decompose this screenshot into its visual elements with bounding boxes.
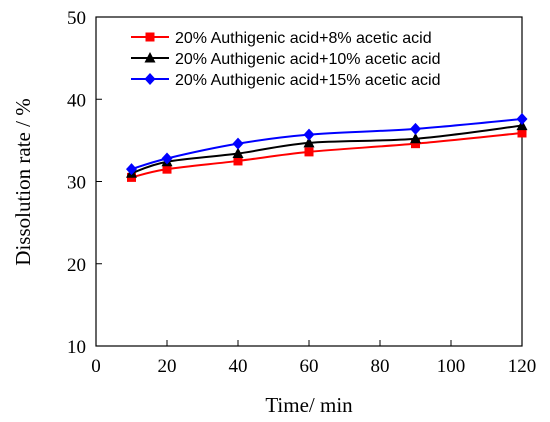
x-tick-label: 80 — [371, 356, 390, 377]
legend-marker — [144, 52, 156, 63]
x-axis: 0 20 40 60 80 100 120 — [91, 340, 536, 377]
series-diamond — [126, 112, 528, 176]
data-point — [161, 152, 173, 165]
data-point — [410, 122, 421, 135]
legend-label: 20% Authigenic acid+8% acetic acid — [175, 30, 432, 47]
legend: 20% Authigenic acid+8% acetic acid 20% Au… — [131, 30, 441, 89]
data-point — [516, 112, 528, 125]
series-line — [131, 131, 523, 179]
data-point — [304, 147, 314, 157]
y-axis-title: Dissolution rate / % — [11, 98, 35, 265]
x-tick-label: 120 — [508, 356, 537, 377]
x-tick-label: 60 — [300, 356, 319, 377]
y-tick-label: 20 — [67, 255, 86, 276]
legend-marker — [144, 73, 156, 85]
legend-marker — [145, 32, 155, 42]
y-axis: 10 20 30 40 50 — [67, 8, 102, 358]
x-axis-title: Time/ min — [265, 393, 353, 417]
data-point — [410, 132, 421, 144]
data-point — [126, 163, 137, 176]
series-square — [127, 128, 527, 182]
data-point — [232, 147, 244, 159]
data-point — [232, 137, 244, 150]
data-point — [517, 128, 527, 138]
legend-label: 20% Authigenic acid+10% acetic acid — [175, 51, 441, 68]
data-point — [411, 139, 420, 149]
x-tick-label: 20 — [158, 356, 177, 377]
legend-label: 20% Authigenic acid+15% acetic acid — [175, 72, 441, 89]
data-point — [303, 136, 315, 148]
y-tick-label: 40 — [67, 90, 86, 111]
data-point — [162, 164, 172, 174]
y-tick-label: 50 — [67, 8, 86, 29]
x-tick-label: 100 — [437, 356, 466, 377]
data-point — [233, 156, 243, 166]
x-tick-label: 40 — [229, 356, 248, 377]
y-tick-label: 30 — [67, 173, 86, 194]
y-tick-label: 10 — [67, 337, 86, 358]
data-point — [303, 128, 315, 141]
series-triangle — [126, 119, 528, 178]
x-tick-label: 0 — [91, 356, 101, 377]
series-layer — [126, 112, 528, 182]
series-line — [131, 117, 523, 171]
